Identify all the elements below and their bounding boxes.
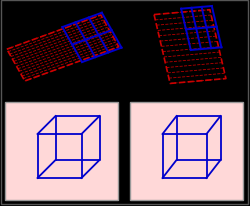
FancyBboxPatch shape [5, 103, 118, 200]
FancyBboxPatch shape [130, 103, 243, 200]
